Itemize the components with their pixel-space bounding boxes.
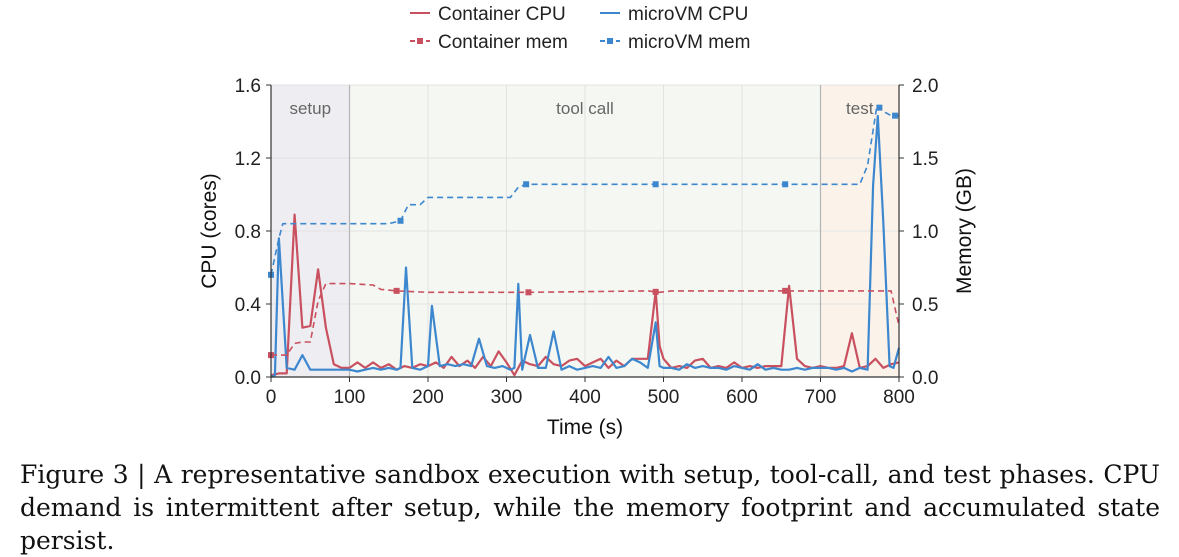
series-line-container-cpu: [270, 213, 900, 377]
series-marker-container-mem: [525, 289, 532, 296]
y2-tick-label: 1.0: [912, 222, 938, 243]
x-tick-label: 800: [883, 387, 915, 408]
cpu-memory-chart: setup tool call test 0 100 200 300 400 500 600 700…: [198, 4, 976, 439]
x-tick-label: 100: [334, 387, 366, 408]
x-axis-title: Time (s): [547, 416, 623, 439]
series-marker-container-mem: [782, 287, 789, 294]
series-marker-microvm-mem: [523, 181, 530, 188]
x-tick-label: 500: [648, 387, 680, 408]
x-tick-label: 200: [412, 387, 444, 408]
series-line-microvm-cpu: [270, 114, 901, 378]
y-tick-label: 1.2: [235, 149, 261, 170]
figure-caption: Figure 3 | A representative sandbox exec…: [20, 460, 1160, 555]
series-marker-container-mem: [652, 288, 659, 295]
x-tick-label: 700: [805, 387, 837, 408]
legend-swatch-marker: [607, 38, 613, 44]
y-axis-title: CPU (cores): [198, 173, 221, 289]
x-tick-label: 0: [266, 387, 277, 408]
y-tick-label: 0.0: [235, 368, 261, 389]
series-marker-microvm-mem: [782, 181, 789, 188]
y2-axis-title: Memory (GB): [953, 168, 976, 294]
y2-tick-label: 0.0: [912, 368, 938, 389]
y-tick-label: 1.6: [235, 76, 261, 97]
series-marker-microvm-mem: [892, 112, 899, 119]
y-tick-label: 0.4: [235, 295, 262, 316]
x-tick-label: 600: [726, 387, 758, 408]
phase-label-test: test: [846, 99, 874, 118]
legend-label: Container CPU: [438, 4, 566, 25]
series-marker-microvm-mem: [652, 181, 659, 188]
legend-label: Container mem: [438, 32, 568, 53]
legend-label: microVM CPU: [628, 4, 748, 25]
x-tick-label: 300: [491, 387, 523, 408]
y-tick-label: 0.8: [235, 222, 261, 243]
phase-label-setup: setup: [289, 99, 331, 118]
y2-tick-label: 1.5: [912, 149, 938, 170]
series-marker-microvm-mem: [397, 217, 404, 224]
series-line-container-mem: [271, 282, 900, 356]
y2-tick-label: 0.5: [912, 295, 938, 316]
y2-tick-label: 2.0: [912, 76, 938, 97]
series-marker-microvm-mem: [876, 104, 883, 111]
series-marker-container-mem: [393, 287, 400, 294]
legend-swatch-marker: [417, 38, 423, 44]
x-tick-label: 400: [569, 387, 601, 408]
phase-label-tool-call: tool call: [556, 99, 614, 118]
legend-label: microVM mem: [628, 32, 750, 53]
series-line-microvm-mem: [270, 104, 899, 275]
